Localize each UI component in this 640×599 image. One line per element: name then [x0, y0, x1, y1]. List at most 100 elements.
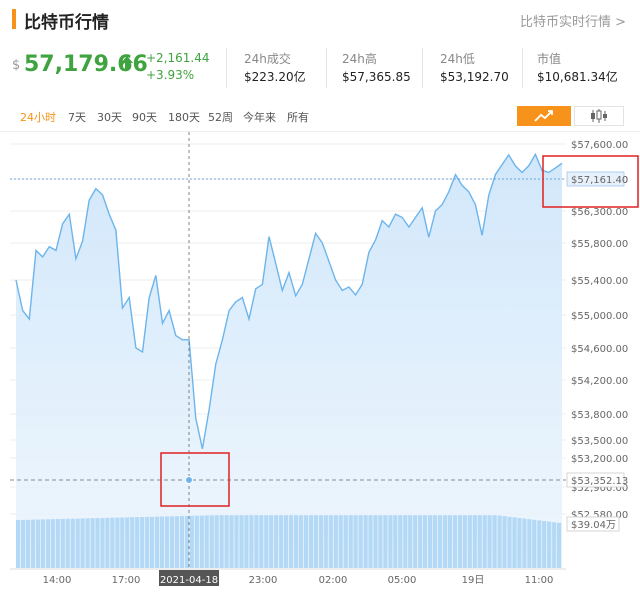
volume-bar	[462, 515, 467, 568]
volume-bar	[522, 518, 527, 568]
volume-bar	[358, 515, 363, 568]
volume-bar	[65, 518, 70, 568]
volume-bar	[55, 519, 60, 568]
tab-all[interactable]: 所有	[287, 111, 309, 124]
price-chart[interactable]: $57,600.00$56,800.00$56,300.00$55,800.00…	[0, 132, 640, 599]
volume-bar	[274, 515, 279, 568]
low-price-tag	[566, 472, 625, 488]
volume-tag-text: $39.04万	[571, 520, 616, 531]
candlestick-button[interactable]	[574, 106, 624, 126]
volume-bar	[214, 515, 219, 568]
divider	[326, 48, 327, 88]
volume-bars	[16, 515, 562, 568]
volume-bar	[542, 521, 547, 568]
volume-bar	[21, 519, 26, 568]
volume-bar	[497, 515, 502, 568]
line-chart-button[interactable]	[517, 106, 571, 126]
volume-bar	[388, 515, 393, 568]
volume-bar	[100, 518, 105, 568]
volume-bar	[333, 515, 338, 568]
volume-bar	[264, 515, 269, 568]
volume-bar	[40, 519, 45, 568]
volume-bar	[537, 520, 542, 568]
volume-bar	[368, 515, 373, 568]
volume-bar	[189, 515, 194, 568]
divider	[226, 48, 227, 88]
stat-value: $53,192.70	[440, 70, 509, 84]
stat-marketcap: 市值 $10,681.34亿	[537, 50, 618, 86]
volume-bar	[140, 517, 145, 568]
volume-bar	[25, 519, 31, 568]
volume-bar	[398, 515, 403, 568]
tab-24h[interactable]: 24小时	[20, 111, 56, 124]
current-price-tag-text: $57,161.40	[571, 175, 628, 186]
y-tick-label: $53,800.00	[571, 410, 628, 421]
tab-7d[interactable]: 7天	[68, 111, 86, 124]
tab-90d[interactable]: 90天	[132, 111, 157, 124]
volume-bar	[279, 515, 284, 568]
change-absolute: +2,161.44	[146, 51, 210, 65]
volume-bar	[249, 515, 254, 568]
change-percent: +3.93%	[146, 68, 195, 82]
x-tick-label: 02:00	[319, 575, 348, 586]
stat-value: $223.20亿	[244, 70, 306, 84]
page-header: 比特币行情 比特币实时行情 >	[0, 0, 640, 40]
volume-bar	[437, 515, 443, 568]
volume-bar	[16, 520, 21, 568]
volume-bar	[145, 516, 150, 568]
volume-bar	[477, 515, 482, 568]
x-tick-label: 05:00	[388, 575, 417, 586]
stat-low: 24h低 $53,192.70	[440, 50, 509, 86]
x-tick-label: 17:00	[112, 575, 141, 586]
low-point-highlight-box	[160, 452, 230, 507]
stat-label: 市值	[537, 52, 562, 66]
volume-bar	[159, 516, 165, 568]
volume-bar	[452, 515, 457, 568]
current-price-highlight-box	[542, 155, 639, 208]
tab-180d[interactable]: 180天	[168, 111, 200, 124]
volume-bar	[135, 517, 140, 568]
y-axis: $57,600.00$56,800.00$56,300.00$55,800.00…	[571, 140, 628, 521]
volume-bar	[30, 519, 36, 568]
volume-bar	[95, 518, 100, 568]
volume-bar	[318, 515, 323, 568]
volume-bar	[75, 518, 80, 568]
volume-bar	[507, 516, 512, 568]
y-tick-label: $57,600.00	[571, 140, 628, 151]
volume-bar	[219, 515, 224, 568]
stat-volume: 24h成交 $223.20亿	[244, 50, 306, 86]
volume-bar	[204, 515, 209, 568]
volume-bar	[492, 515, 497, 568]
volume-bar	[284, 515, 289, 568]
x-tick-label: 23:00	[249, 575, 278, 586]
low-point-marker	[185, 476, 193, 484]
current-price-tag	[566, 171, 625, 187]
volume-bar	[254, 515, 259, 568]
y-tick-label: $54,600.00	[571, 344, 628, 355]
divider	[522, 48, 523, 88]
tab-52w[interactable]: 52周	[208, 111, 233, 124]
volume-bar	[50, 519, 55, 568]
volume-bar	[174, 516, 179, 568]
stat-label: 24h低	[440, 52, 475, 66]
stat-value: $10,681.34亿	[537, 70, 618, 84]
x-tick-label: 14:00	[43, 575, 72, 586]
volume-bar	[393, 515, 398, 568]
volume-bar	[298, 515, 304, 568]
page-title: 比特币行情	[24, 13, 109, 33]
volume-bar	[517, 518, 522, 568]
stat-label: 24h高	[342, 52, 377, 66]
volume-bar	[338, 515, 343, 568]
volume-bar	[512, 517, 517, 568]
volume-bar	[432, 515, 438, 568]
x-axis: 14:00 17:00 23:00 02:00 05:00 19日 11:00	[10, 568, 566, 586]
y-tick-label: $53,200.00	[571, 454, 628, 465]
volume-bar	[348, 515, 353, 568]
volume-bar	[120, 517, 125, 568]
realtime-link[interactable]: 比特币实时行情 >	[519, 15, 626, 30]
y-tick-label: $55,400.00	[571, 276, 628, 287]
tab-30d[interactable]: 30天	[97, 111, 122, 124]
volume-bar	[169, 516, 175, 568]
volume-bar	[259, 515, 264, 568]
tab-ytd[interactable]: 今年来	[243, 111, 276, 124]
